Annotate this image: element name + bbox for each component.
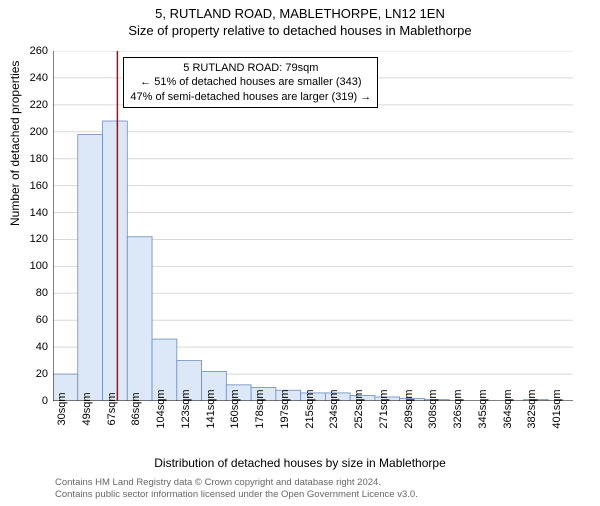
x-tick: 160sqm: [229, 389, 241, 428]
y-tick: 260: [30, 45, 48, 57]
title-address: 5, RUTLAND ROAD, MABLETHORPE, LN12 1EN: [0, 6, 600, 21]
histogram-bar: [78, 134, 103, 401]
x-tick: 197sqm: [279, 389, 291, 428]
y-tick: 240: [30, 72, 48, 84]
y-tick: 40: [36, 341, 48, 353]
chart-container: 5, RUTLAND ROAD, MABLETHORPE, LN12 1EN S…: [0, 6, 600, 506]
x-tick: 271sqm: [378, 389, 390, 428]
x-tick: 30sqm: [56, 392, 68, 425]
histogram-bar: [103, 121, 128, 401]
footer-attribution: Contains HM Land Registry data © Crown c…: [55, 477, 418, 500]
x-tick: 382sqm: [526, 389, 538, 428]
y-tick: 60: [36, 314, 48, 326]
y-tick: 140: [30, 207, 48, 219]
annotation-line3: 47% of semi-detached houses are larger (…: [130, 90, 371, 104]
footer-line2: Contains public sector information licen…: [55, 489, 418, 500]
x-tick: 252sqm: [353, 389, 365, 428]
y-tick: 220: [30, 99, 48, 111]
footer-line1: Contains HM Land Registry data © Crown c…: [55, 477, 418, 488]
chart-area: 020406080100120140160180200220240260 30s…: [53, 51, 573, 401]
y-tick: 200: [30, 126, 48, 138]
x-tick: 104sqm: [155, 389, 167, 428]
y-tick: 180: [30, 153, 48, 165]
x-tick: 215sqm: [304, 389, 316, 428]
title-subtitle: Size of property relative to detached ho…: [0, 23, 600, 38]
y-tick: 160: [30, 180, 48, 192]
y-tick: 80: [36, 287, 48, 299]
x-tick: 289sqm: [403, 389, 415, 428]
x-tick: 234sqm: [328, 389, 340, 428]
y-tick: 20: [36, 368, 48, 380]
x-tick: 123sqm: [180, 389, 192, 428]
annotation-callout: 5 RUTLAND ROAD: 79sqm ← 51% of detached …: [123, 57, 378, 108]
x-tick: 67sqm: [106, 392, 118, 425]
y-axis-label: Number of detached properties: [8, 61, 22, 226]
x-tick: 308sqm: [427, 389, 439, 428]
x-tick: 326sqm: [452, 389, 464, 428]
y-tick: 100: [30, 260, 48, 272]
x-tick: 49sqm: [81, 392, 93, 425]
annotation-line1: 5 RUTLAND ROAD: 79sqm: [130, 61, 371, 75]
x-tick: 178sqm: [254, 389, 266, 428]
x-tick: 345sqm: [477, 389, 489, 428]
x-tick: 141sqm: [205, 389, 217, 428]
histogram-bar: [127, 237, 152, 401]
y-tick: 0: [42, 395, 48, 407]
x-axis-label: Distribution of detached houses by size …: [0, 456, 600, 470]
x-tick: 364sqm: [502, 389, 514, 428]
x-tick: 401sqm: [551, 389, 563, 428]
x-tick: 86sqm: [130, 392, 142, 425]
y-tick: 120: [30, 233, 48, 245]
annotation-line2: ← 51% of detached houses are smaller (34…: [130, 75, 371, 89]
